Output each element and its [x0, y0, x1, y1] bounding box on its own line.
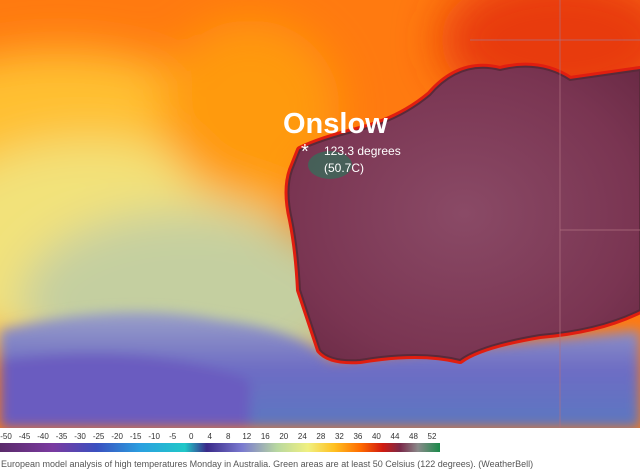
legend-ticks: -50 -45 -40 -35 -30 -25 -20 -15 -10 -5 0 4 8 12 16 20 24…	[0, 432, 437, 441]
map: Onslow * 123.3 degrees (50.7C)	[0, 0, 640, 428]
legend-tick-label: 48	[409, 432, 418, 441]
legend-tick-label: -45	[19, 432, 31, 441]
legend-tick-label: 44	[391, 432, 400, 441]
legend-tick-label: -10	[148, 432, 160, 441]
legend-tick-label: 20	[279, 432, 288, 441]
star-icon: *	[301, 141, 309, 163]
legend-tick-label: -20	[111, 432, 123, 441]
legend-tick-label: 40	[372, 432, 381, 441]
legend-tick-label: 24	[298, 432, 307, 441]
reading-celsius: (50.7C)	[324, 161, 364, 175]
legend-tick-label: 12	[242, 432, 251, 441]
caption: European model analysis of high temperat…	[1, 459, 533, 469]
legend-tick-label: 0	[189, 432, 194, 441]
color-bar	[0, 443, 440, 452]
legend-tick-label: 4	[208, 432, 213, 441]
legend-tick-label: -50	[0, 432, 12, 441]
border	[470, 0, 640, 428]
place-label: Onslow	[283, 108, 388, 140]
legend-tick-label: -5	[169, 432, 177, 441]
hot-spot	[308, 151, 352, 179]
legend-tick-label: -15	[130, 432, 142, 441]
legend-tick-label: 32	[335, 432, 344, 441]
legend-tick-label: -25	[93, 432, 105, 441]
legend-tick-label: -30	[74, 432, 86, 441]
land-edge	[287, 65, 640, 362]
legend-tick-label: -35	[56, 432, 68, 441]
legend-tick-label: 16	[261, 432, 270, 441]
legend-tick-label: 28	[316, 432, 325, 441]
legend-tick-label: 52	[428, 432, 437, 441]
legend-tick-label: 36	[353, 432, 362, 441]
reading: 123.3 degrees	[324, 144, 401, 158]
legend-tick-label: -40	[37, 432, 49, 441]
legend-tick-label: 8	[226, 432, 231, 441]
